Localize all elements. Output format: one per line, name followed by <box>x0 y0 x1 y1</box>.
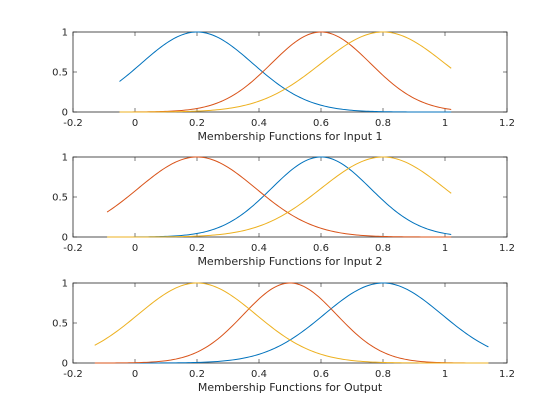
x-tick-label: 1 <box>442 118 448 129</box>
x-tick-label: 1.2 <box>499 243 515 254</box>
x-tick-label: 0.2 <box>189 118 205 129</box>
axes-frame <box>72 156 508 238</box>
x-tick-label: 0.4 <box>251 118 267 129</box>
x-axis-title: Membership Functions for Output <box>198 381 383 394</box>
y-tick-label: 0.5 <box>52 68 68 79</box>
x-tick-label: 0.4 <box>251 243 267 254</box>
x-tick-label: 1 <box>442 369 448 380</box>
x-tick-label: 0.6 <box>313 243 329 254</box>
x-axis-title: Membership Functions for Input 2 <box>197 255 382 268</box>
x-axis-title: Membership Functions for Input 1 <box>197 130 382 143</box>
x-tick-label: 0.4 <box>251 369 267 380</box>
y-tick-label: 0.5 <box>52 319 68 330</box>
x-tick-label: 0.6 <box>313 369 329 380</box>
x-tick-label: 0.8 <box>375 369 391 380</box>
y-tick-label: 0 <box>62 108 68 119</box>
membership-curve-1 <box>94 282 489 364</box>
membership-curve-3 <box>119 31 452 113</box>
membership-curve-2 <box>119 31 452 113</box>
y-tick-label: 0 <box>62 233 68 244</box>
x-tick-label: 1 <box>442 243 448 254</box>
x-tick-label: 0 <box>132 243 138 254</box>
y-tick-label: 0 <box>62 359 68 370</box>
x-tick-label: 1.2 <box>499 369 515 380</box>
x-tick-label: -0.2 <box>63 118 83 129</box>
x-tick-label: 0.2 <box>189 369 205 380</box>
y-tick-label: 1 <box>62 279 68 290</box>
x-tick-label: -0.2 <box>63 243 83 254</box>
x-tick-label: 1.2 <box>499 118 515 129</box>
axes-frame <box>72 282 508 364</box>
membership-curve-3 <box>107 156 452 238</box>
membership-curve-3 <box>94 282 489 364</box>
x-tick-label: 0.8 <box>375 243 391 254</box>
y-tick-label: 1 <box>62 153 68 164</box>
membership-curve-2 <box>106 156 452 238</box>
axes-frame <box>72 31 508 113</box>
x-tick-label: 0.8 <box>375 118 391 129</box>
x-tick-label: 0 <box>132 369 138 380</box>
x-tick-label: -0.2 <box>63 369 83 380</box>
y-tick-label: 1 <box>62 28 68 39</box>
x-tick-label: 0.2 <box>189 243 205 254</box>
y-tick-label: 0.5 <box>52 193 68 204</box>
x-tick-label: 0.6 <box>313 118 329 129</box>
membership-curve-2 <box>94 282 489 364</box>
x-tick-label: 0 <box>132 118 138 129</box>
